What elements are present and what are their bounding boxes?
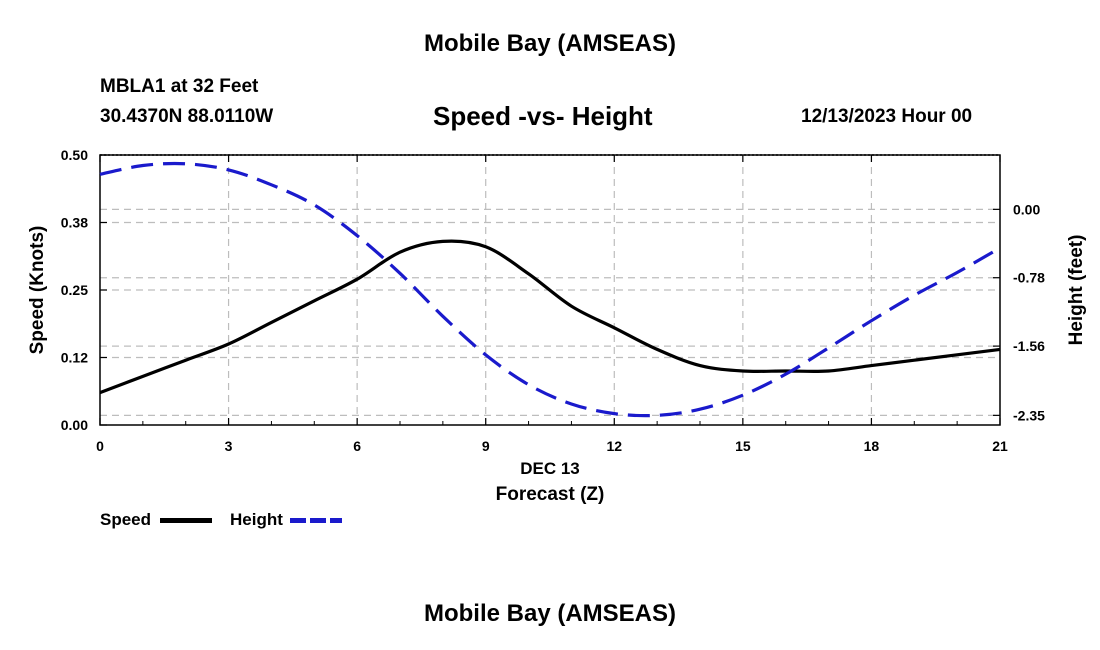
- footer-title: Mobile Bay (AMSEAS): [423, 600, 677, 627]
- legend-swatch-speed: [160, 518, 212, 523]
- y2-tick-label: -0.78: [1013, 270, 1045, 286]
- legend-swatch-height: [290, 518, 342, 523]
- forecast-datetime: 12/13/2023 Hour 00: [801, 106, 973, 127]
- y-tick-label: 0.50: [61, 147, 88, 163]
- y2-axis-label: Height (feet): [1066, 235, 1087, 346]
- y2-tick-label: 0.00: [1013, 201, 1040, 217]
- y-tick-label: 0.38: [61, 215, 88, 231]
- coordinates-label: 30.4370N 88.0110W: [100, 106, 274, 127]
- x-tick-label: 0: [96, 438, 104, 454]
- y2-tick-label: -1.56: [1013, 338, 1045, 354]
- x-axis-label: Forecast (Z): [496, 484, 605, 505]
- x-tick-label: 3: [225, 438, 233, 454]
- axis-ticks: 0 3 6 9 12 15 18 21 0.00 0.12 0.25 0.38 0.50 0.00 -0.7…: [61, 147, 1045, 454]
- x-tick-label: 15: [735, 438, 751, 454]
- station-label: MBLA1 at 32 Feet: [100, 76, 259, 97]
- x-tick-label: 6: [353, 438, 361, 454]
- x-tick-label: 12: [606, 438, 622, 454]
- chart-title: Speed -vs- Height: [433, 101, 653, 131]
- x-tick-label: 9: [482, 438, 490, 454]
- x-tick-label: 21: [992, 438, 1008, 454]
- y-tick-label: 0.25: [61, 282, 88, 298]
- x-tick-label: 18: [864, 438, 880, 454]
- legend-label-height: Height: [230, 510, 283, 529]
- page-title: Mobile Bay (AMSEAS): [423, 30, 677, 57]
- x-axis-date-label: DEC 13: [520, 459, 580, 478]
- y-tick-label: 0.12: [61, 350, 88, 366]
- series-lines: [99, 161, 1001, 418]
- y-tick-label: 0.00: [61, 417, 88, 433]
- legend-label-speed: Speed: [100, 510, 152, 529]
- series-line-speed: [99, 239, 1001, 395]
- y2-tick-label: -2.35: [1013, 407, 1045, 423]
- y-axis-label: Speed (Knots): [27, 226, 48, 355]
- series-line-height: [99, 161, 1001, 418]
